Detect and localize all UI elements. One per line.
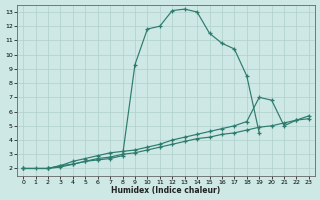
X-axis label: Humidex (Indice chaleur): Humidex (Indice chaleur) — [111, 186, 221, 195]
